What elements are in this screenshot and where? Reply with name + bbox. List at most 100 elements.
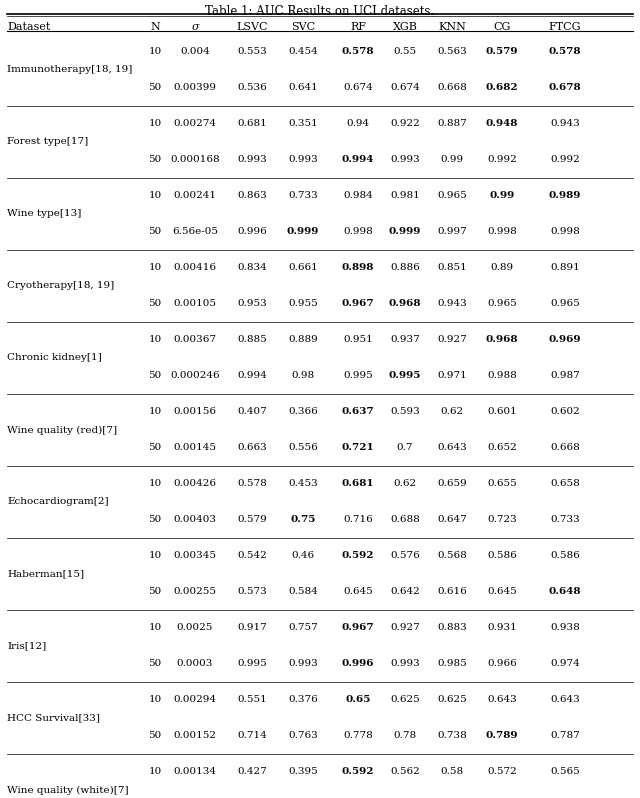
Text: 0.616: 0.616 [437,587,467,596]
Text: 0.763: 0.763 [288,732,318,741]
Text: 0.75: 0.75 [291,516,316,524]
Text: 50: 50 [148,516,162,524]
Text: 0.968: 0.968 [388,299,421,309]
Text: 0.625: 0.625 [437,696,467,705]
Text: LSVC: LSVC [236,22,268,32]
Text: 0.682: 0.682 [486,84,518,93]
Text: 0.00274: 0.00274 [173,120,216,128]
Text: 50: 50 [148,372,162,381]
Text: 0.678: 0.678 [548,84,581,93]
Text: 0.578: 0.578 [342,48,374,57]
Text: 0.00367: 0.00367 [173,335,216,345]
Text: 0.584: 0.584 [288,587,318,596]
Text: 0.681: 0.681 [237,120,267,128]
Text: 0.7: 0.7 [397,444,413,452]
Text: 10: 10 [148,263,162,272]
Text: 0.592: 0.592 [342,768,374,776]
Text: 0.78: 0.78 [394,732,417,741]
Text: 0.661: 0.661 [288,263,318,272]
Text: 0.641: 0.641 [288,84,318,93]
Text: 0.917: 0.917 [237,623,267,633]
Text: 0.00416: 0.00416 [173,263,216,272]
Text: 0.999: 0.999 [389,227,421,236]
Text: 0.453: 0.453 [288,480,318,488]
Text: 0.998: 0.998 [343,227,373,236]
Text: 10: 10 [148,551,162,560]
Text: 50: 50 [148,84,162,93]
Text: 0.967: 0.967 [342,623,374,633]
Text: 0.993: 0.993 [237,156,267,164]
Text: 0.000168: 0.000168 [170,156,220,164]
Text: 0.427: 0.427 [237,768,267,776]
Text: 0.536: 0.536 [237,84,267,93]
Text: 0.578: 0.578 [237,480,267,488]
Text: Dataset: Dataset [7,22,51,32]
Text: 0.62: 0.62 [440,408,463,417]
Text: 0.659: 0.659 [437,480,467,488]
Text: 0.943: 0.943 [437,299,467,309]
Text: 50: 50 [148,587,162,596]
Text: 0.643: 0.643 [550,696,580,705]
Text: 0.996: 0.996 [237,227,267,236]
Text: 0.663: 0.663 [237,444,267,452]
Text: 0.351: 0.351 [288,120,318,128]
Text: 0.00152: 0.00152 [173,732,216,741]
Text: 0.576: 0.576 [390,551,420,560]
Text: 0.922: 0.922 [390,120,420,128]
Text: 0.00426: 0.00426 [173,480,216,488]
Text: 0.992: 0.992 [487,156,517,164]
Text: 0.674: 0.674 [343,84,373,93]
Text: 0.645: 0.645 [343,587,373,596]
Text: 0.993: 0.993 [288,156,318,164]
Text: 0.0025: 0.0025 [177,623,213,633]
Text: XGB: XGB [392,22,417,32]
Text: 0.578: 0.578 [548,48,581,57]
Text: Forest type[17]: Forest type[17] [7,137,88,147]
Text: 0.98: 0.98 [291,372,315,381]
Text: 10: 10 [148,768,162,776]
Text: 10: 10 [148,120,162,128]
Text: 0.637: 0.637 [342,408,374,417]
Text: 0.55: 0.55 [394,48,417,57]
Text: 0.004: 0.004 [180,48,210,57]
Text: 0.00399: 0.00399 [173,84,216,93]
Text: 0.721: 0.721 [342,444,374,452]
Text: Table 1: AUC Results on UCI datasets.: Table 1: AUC Results on UCI datasets. [205,5,435,18]
Text: 0.723: 0.723 [487,516,517,524]
Text: 0.376: 0.376 [288,696,318,705]
Text: 0.834: 0.834 [237,263,267,272]
Text: 0.551: 0.551 [237,696,267,705]
Text: 0.00403: 0.00403 [173,516,216,524]
Text: 50: 50 [148,659,162,669]
Text: 10: 10 [148,335,162,345]
Text: N: N [150,22,160,32]
Text: 0.573: 0.573 [237,587,267,596]
Text: 50: 50 [148,156,162,164]
Text: 0.00345: 0.00345 [173,551,216,560]
Text: CG: CG [493,22,511,32]
Text: 0.998: 0.998 [487,227,517,236]
Text: Cryotherapy[18, 19]: Cryotherapy[18, 19] [7,282,115,290]
Text: 0.62: 0.62 [394,480,417,488]
Text: 0.00255: 0.00255 [173,587,216,596]
Text: 0.955: 0.955 [288,299,318,309]
Text: 0.965: 0.965 [437,192,467,200]
Text: 10: 10 [148,696,162,705]
Text: 6.56e-05: 6.56e-05 [172,227,218,236]
Text: 0.00145: 0.00145 [173,444,216,452]
Text: Iris[12]: Iris[12] [7,642,46,650]
Text: 0.99: 0.99 [440,156,463,164]
Text: HCC Survival[33]: HCC Survival[33] [7,713,100,722]
Text: 0.965: 0.965 [550,299,580,309]
Text: 0.898: 0.898 [342,263,374,272]
Text: 0.0003: 0.0003 [177,659,213,669]
Text: 50: 50 [148,227,162,236]
Text: 0.985: 0.985 [437,659,467,669]
Text: 50: 50 [148,732,162,741]
Text: 0.981: 0.981 [390,192,420,200]
Text: 0.927: 0.927 [437,335,467,345]
Text: 10: 10 [148,192,162,200]
Text: 0.553: 0.553 [237,48,267,57]
Text: 0.586: 0.586 [487,551,517,560]
Text: 0.643: 0.643 [437,444,467,452]
